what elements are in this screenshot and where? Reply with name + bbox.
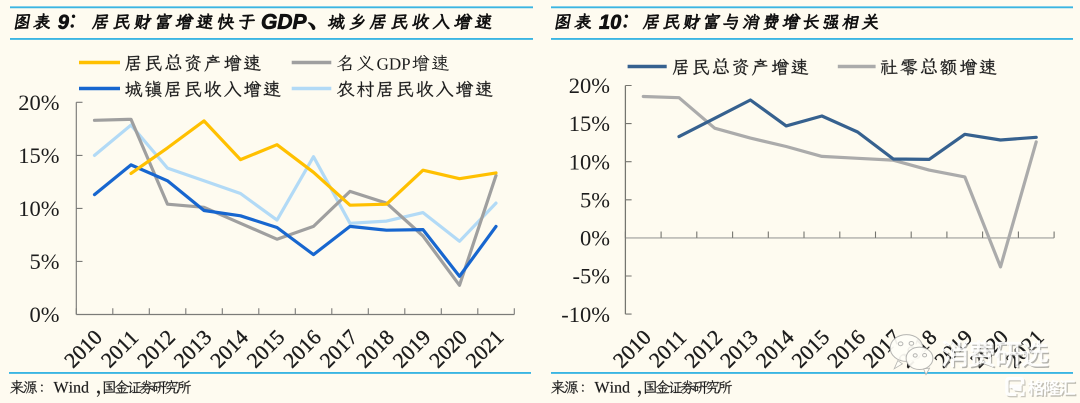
svg-text:0%: 0%	[30, 302, 60, 327]
svg-text:-10%: -10%	[561, 302, 610, 327]
svg-text:10%: 10%	[18, 196, 59, 221]
svg-text:15%: 15%	[18, 143, 59, 168]
svg-text:15%: 15%	[569, 111, 610, 136]
svg-text:5%: 5%	[580, 188, 610, 213]
svg-text:10%: 10%	[569, 149, 610, 174]
svg-text:0%: 0%	[580, 226, 610, 251]
svg-text:-5%: -5%	[573, 264, 611, 289]
svg-text:20%: 20%	[569, 73, 610, 98]
svg-text:5%: 5%	[30, 249, 60, 274]
svg-text:20%: 20%	[18, 90, 59, 115]
